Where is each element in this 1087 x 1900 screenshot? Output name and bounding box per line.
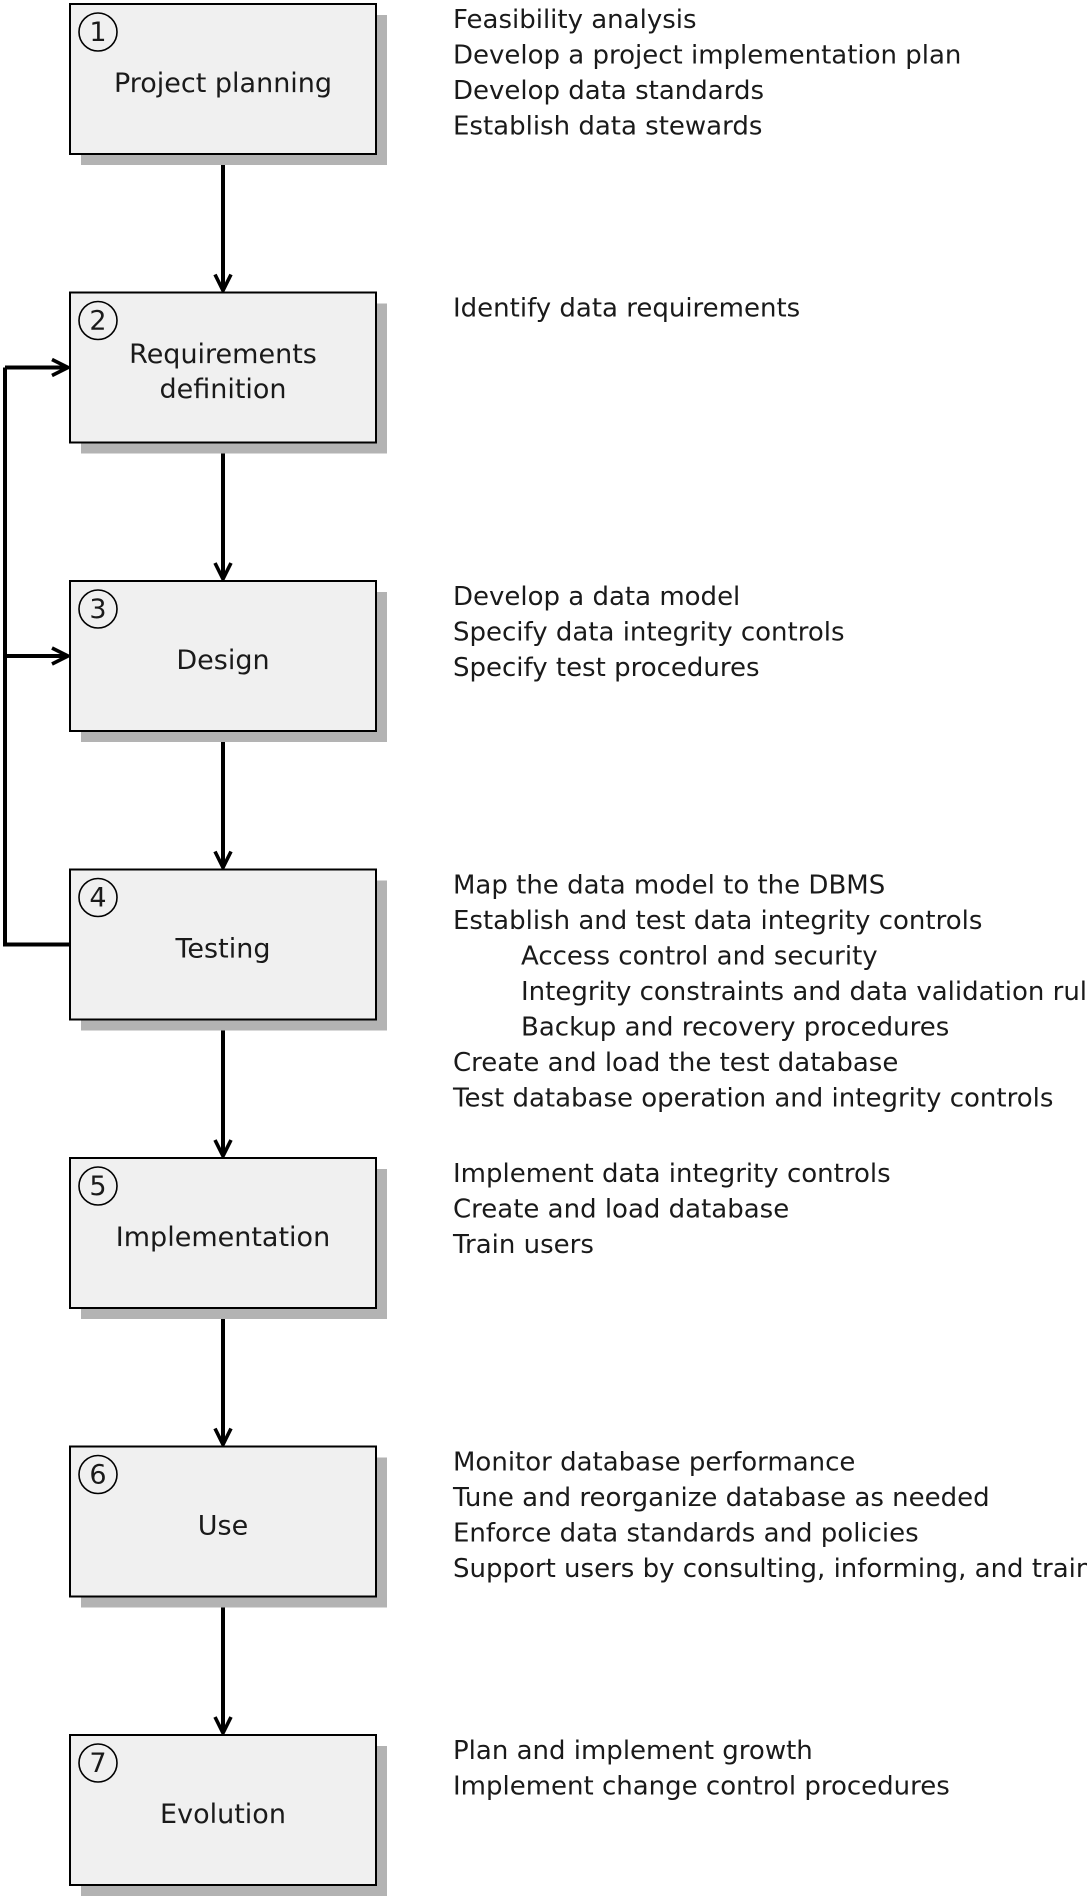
stage-number: 5 [89, 1171, 106, 1202]
activity-item: Enforce data standards and policies [453, 1519, 919, 1549]
stage-3-activities: Develop a data model Specify data integri… [453, 582, 845, 683]
activity-item: Map the data model to the DBMS [453, 871, 885, 901]
feedback-loop [3, 367, 70, 947]
stage-6: 6 Use [69, 1445, 387, 1608]
stage-box [69, 1734, 377, 1886]
stage-3: 3 Design [69, 580, 387, 742]
stage-boxes: 1 Project planning 2 Requirements definition… [69, 3, 387, 1896]
activity-subitem: Access control and security [521, 942, 878, 972]
stage-number-circle [78, 1743, 118, 1783]
activity-item: Train users [452, 1230, 594, 1260]
stage-number-circle [78, 300, 118, 341]
activity-subitem: Integrity constraints and data validatio… [521, 977, 1087, 1007]
stage-1-activities: Feasibility analysis Develop a project im… [453, 5, 961, 142]
stage-title: Implementation [116, 1222, 330, 1253]
stage-number: 2 [89, 306, 106, 337]
stage-2: 2 Requirements definition [69, 291, 387, 454]
activity-subitem: Backup and recovery procedures [521, 1013, 949, 1043]
stage-box [69, 3, 377, 155]
stage-number: 4 [89, 883, 106, 914]
activity-item: Establish data stewards [453, 112, 762, 142]
stage-number-circle [78, 1166, 118, 1206]
stage-title: Evolution [160, 1799, 286, 1830]
stage-5-activities: Implement data integrity controls Create … [452, 1159, 891, 1260]
stage-box [69, 1157, 377, 1309]
stage-number-circle [78, 877, 118, 918]
stage-box [69, 1445, 377, 1598]
activity-item: Plan and implement growth [453, 1736, 813, 1766]
stage-5: 5 Implementation [69, 1157, 387, 1319]
activity-item: Support users by consulting, informing, … [453, 1554, 1087, 1584]
activity-item: Monitor database performance [453, 1448, 855, 1478]
activity-item: Create and load the test database [453, 1048, 898, 1078]
feedback-loop-line [3, 367, 70, 947]
stage-title: Project planning [114, 68, 332, 99]
stage-4: 4 Testing [69, 868, 387, 1031]
activity-item: Develop data standards [453, 76, 764, 106]
activity-item: Implement change control procedures [453, 1772, 950, 1802]
stage-title: Use [198, 1511, 248, 1542]
stage-box [69, 868, 377, 1021]
stage-title: Testing [175, 934, 271, 965]
stage-title: Requirements [129, 339, 317, 370]
stage-4-activities: Map the data model to the DBMS Establish … [452, 871, 1087, 1114]
stage-box [69, 291, 377, 444]
activity-item: Develop a data model [453, 582, 740, 612]
stage-box [69, 580, 377, 732]
stage-number: 1 [89, 17, 106, 48]
activity-item: Feasibility analysis [453, 5, 697, 35]
activity-item: Tune and reorganize database as needed [452, 1483, 990, 1513]
activity-item: Identify data requirements [453, 294, 800, 324]
stage-number: 6 [89, 1460, 106, 1491]
activity-item: Specify test procedures [453, 653, 760, 683]
stage-title: Design [176, 645, 269, 676]
stage-7-activities: Plan and implement growth Implement chang… [453, 1736, 950, 1802]
stage-title: definition [159, 374, 286, 405]
activity-item: Test database operation and integrity co… [452, 1084, 1053, 1114]
stage-1: 1 Project planning [69, 3, 387, 165]
activity-item: Develop a project implementation plan [453, 41, 961, 71]
activity-item: Create and load database [453, 1195, 789, 1225]
activity-item: Implement data integrity controls [453, 1159, 891, 1189]
activity-item: Specify data integrity controls [453, 618, 845, 648]
stage-number-circle [78, 1454, 118, 1495]
stage-number-circle [78, 12, 118, 52]
stage-2-activities: Identify data requirements [453, 294, 800, 324]
stage-number: 7 [89, 1748, 106, 1779]
stage-number-circle [78, 589, 118, 629]
activity-item: Establish and test data integrity contro… [453, 906, 982, 936]
stage-7: 7 Evolution [69, 1734, 387, 1896]
activity-lists: Feasibility analysis Develop a project im… [452, 5, 1087, 1802]
stage-number: 3 [89, 594, 106, 625]
stage-6-activities: Monitor database performance Tune and reo… [452, 1448, 1087, 1585]
